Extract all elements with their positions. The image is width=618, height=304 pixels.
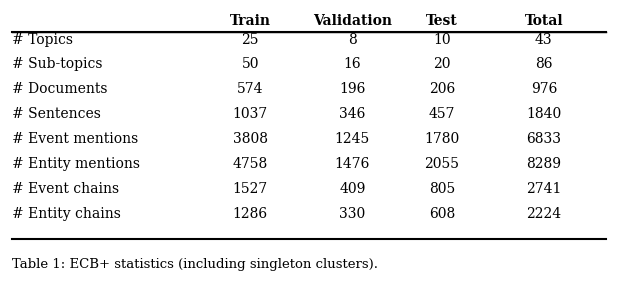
Text: # Sentences: # Sentences: [12, 107, 101, 121]
Text: 805: 805: [429, 182, 455, 196]
Text: Validation: Validation: [313, 14, 392, 28]
Text: # Sub-topics: # Sub-topics: [12, 57, 103, 71]
Text: Total: Total: [525, 14, 563, 28]
Text: 1780: 1780: [424, 132, 460, 146]
Text: 86: 86: [535, 57, 552, 71]
Text: 43: 43: [535, 33, 552, 47]
Text: Table 1: ECB+ statistics (including singleton clusters).: Table 1: ECB+ statistics (including sing…: [12, 258, 378, 271]
Text: # Entity mentions: # Entity mentions: [12, 157, 140, 171]
Text: # Topics: # Topics: [12, 33, 74, 47]
Text: 1037: 1037: [232, 107, 268, 121]
Text: 206: 206: [429, 82, 455, 96]
Text: 8: 8: [348, 33, 357, 47]
Text: 20: 20: [433, 57, 451, 71]
Text: # Event chains: # Event chains: [12, 182, 119, 196]
Text: 8289: 8289: [527, 157, 561, 171]
Text: 976: 976: [531, 82, 557, 96]
Text: 10: 10: [433, 33, 451, 47]
Text: 2224: 2224: [527, 207, 561, 221]
Text: 1476: 1476: [334, 157, 370, 171]
Text: 1527: 1527: [232, 182, 268, 196]
Text: 1286: 1286: [233, 207, 268, 221]
Text: # Documents: # Documents: [12, 82, 108, 96]
Text: 16: 16: [344, 57, 361, 71]
Text: 608: 608: [429, 207, 455, 221]
Text: 4758: 4758: [232, 157, 268, 171]
Text: 50: 50: [242, 57, 259, 71]
Text: # Entity chains: # Entity chains: [12, 207, 121, 221]
Text: 574: 574: [237, 82, 263, 96]
Text: 457: 457: [429, 107, 455, 121]
Text: 3808: 3808: [233, 132, 268, 146]
Text: 1840: 1840: [526, 107, 562, 121]
Text: Train: Train: [230, 14, 271, 28]
Text: 330: 330: [339, 207, 365, 221]
Text: # Event mentions: # Event mentions: [12, 132, 138, 146]
Text: 1245: 1245: [334, 132, 370, 146]
Text: 25: 25: [242, 33, 259, 47]
Text: 196: 196: [339, 82, 365, 96]
Text: 409: 409: [339, 182, 365, 196]
Text: 6833: 6833: [527, 132, 561, 146]
Text: 2055: 2055: [425, 157, 459, 171]
Text: Test: Test: [426, 14, 458, 28]
Text: 2741: 2741: [526, 182, 562, 196]
Text: 346: 346: [339, 107, 365, 121]
